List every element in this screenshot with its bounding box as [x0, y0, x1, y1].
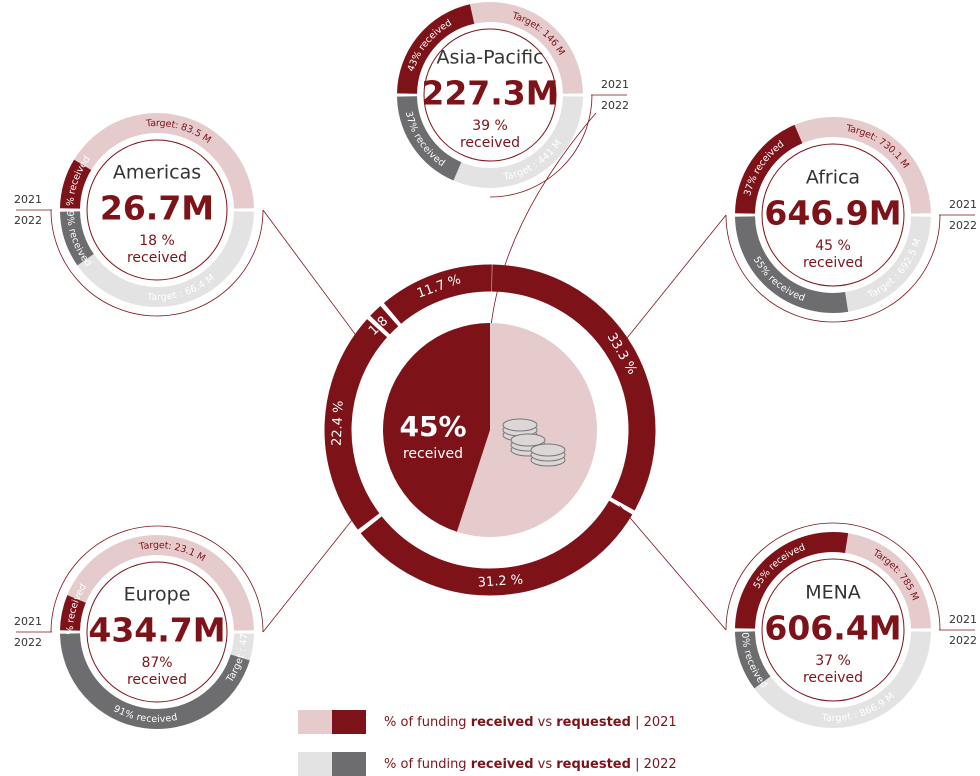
- ring-segment: [324, 319, 388, 530]
- region-amount: 606.4M: [764, 609, 901, 648]
- region-inner: [86, 561, 228, 703]
- legend-part: vs: [534, 757, 557, 772]
- legend-part: % of funding: [384, 757, 471, 772]
- ring-segment: [491, 264, 656, 511]
- region-inner: [86, 139, 228, 281]
- region-amount: 26.7M: [100, 189, 214, 228]
- region-name: Americas: [113, 162, 201, 184]
- arc-label-text: 17% received: [0, 0, 92, 207]
- year-label: 2022: [949, 634, 977, 647]
- ring-2021-received: [735, 532, 849, 629]
- legend-part: | 2022: [631, 757, 677, 772]
- legend-swatch: [298, 752, 332, 776]
- ring-label: 31.2 %: [477, 573, 523, 591]
- year-label: 2021: [949, 198, 977, 211]
- ring-2021-received: [397, 4, 475, 95]
- ring-2022-received: [397, 95, 462, 181]
- region-inner: [761, 558, 905, 702]
- year-label: 2021: [601, 78, 629, 91]
- region-amount: 434.7M: [88, 611, 225, 650]
- ring-segment: [370, 306, 399, 335]
- legend-part: % of funding: [384, 715, 471, 730]
- ring-2022-received: [60, 633, 250, 729]
- region-received: 18 %: [139, 233, 175, 249]
- ring-label: 22.4 %: [330, 400, 347, 446]
- outline-arc: [50, 209, 264, 317]
- connector-line: [616, 214, 727, 351]
- year-label: 2022: [14, 214, 42, 227]
- ring-2022-received: [735, 216, 849, 313]
- legend-part: vs: [534, 715, 557, 730]
- outline-arc: [50, 525, 264, 633]
- region-name: MENA: [805, 582, 861, 604]
- legend-swatch: [332, 752, 366, 776]
- arc-label-text: 12% received: [0, 0, 89, 635]
- center-value: 45%: [399, 410, 466, 443]
- year-label: 2022: [949, 219, 977, 232]
- ring-segment: [383, 264, 492, 324]
- legend-text: % of funding received vs requested | 202…: [384, 715, 677, 730]
- connector-line: [489, 112, 597, 336]
- region-received-label: received: [803, 255, 863, 271]
- arc-label: 12% received: [0, 0, 89, 635]
- legend-part: | 2021: [631, 715, 677, 730]
- year-label: 2021: [949, 613, 977, 626]
- region-inner: [761, 143, 905, 287]
- coin-icon: [502, 418, 538, 432]
- legend-part: received: [471, 757, 534, 772]
- center-label: received: [403, 446, 463, 462]
- region-received: 45 %: [815, 238, 851, 254]
- ring-2021-received: [60, 595, 86, 631]
- legend-swatch: [298, 710, 332, 734]
- arc-label: 17% received: [0, 0, 92, 207]
- legend-part: requested: [556, 715, 631, 730]
- region-received-label: received: [127, 250, 187, 266]
- region-name: Africa: [806, 167, 860, 189]
- ring-2021-received: [735, 124, 803, 214]
- region-received: 37 %: [815, 653, 851, 669]
- legend-swatch: [332, 710, 366, 734]
- coin-icon: [510, 433, 546, 447]
- legend-text: % of funding received vs requested | 202…: [384, 757, 677, 772]
- ring-2022-received: [735, 630, 771, 689]
- region-received-label: received: [803, 670, 863, 686]
- year-label: 2022: [14, 636, 42, 649]
- connector-line: [262, 209, 366, 348]
- region-amount: 646.9M: [764, 194, 901, 233]
- region-received-label: received: [460, 135, 520, 151]
- year-label: 2021: [14, 193, 42, 206]
- legend-part: received: [471, 715, 534, 730]
- connector-line: [619, 505, 727, 631]
- region-name: Europe: [124, 584, 191, 606]
- legend-part: requested: [556, 757, 631, 772]
- ring-segment: [360, 500, 633, 596]
- coin-icon: [530, 443, 566, 457]
- region-received: 39 %: [472, 118, 508, 134]
- ring-2022-received: [60, 210, 94, 266]
- region-received-label: received: [127, 672, 187, 688]
- region-name: Asia-Pacific: [436, 47, 543, 69]
- year-label: 2022: [601, 99, 629, 112]
- region-inner: [423, 28, 557, 162]
- outline-arc: [489, 94, 593, 198]
- connector-line: [262, 507, 363, 633]
- region-received: 87%: [141, 655, 172, 671]
- year-label: 2021: [14, 615, 42, 628]
- region-amount: 227.3M: [421, 74, 558, 113]
- pie-received: [383, 323, 490, 532]
- outline-arc: [725, 522, 941, 631]
- outline-arc: [725, 214, 941, 323]
- ring-2021-target: [60, 535, 254, 631]
- ring-2021-received: [60, 159, 92, 210]
